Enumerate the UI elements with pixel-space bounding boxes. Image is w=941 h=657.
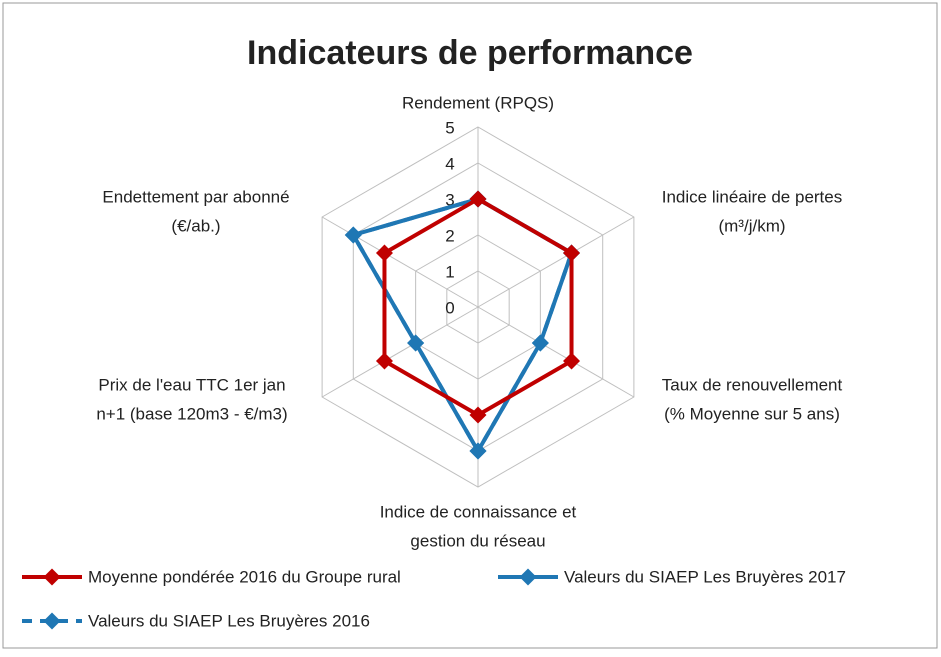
r-tick-label: 4 bbox=[445, 154, 454, 173]
axis-label: Indice de connaissance et bbox=[380, 502, 577, 521]
chart-frame bbox=[2, 2, 938, 649]
spoke bbox=[321, 306, 479, 398]
axis-label: gestion du réseau bbox=[410, 531, 545, 550]
axis-label: Rendement (RPQS) bbox=[402, 93, 554, 112]
marker bbox=[563, 352, 581, 370]
spoke bbox=[477, 306, 635, 398]
legend-marker bbox=[43, 568, 61, 586]
r-tick-label: 3 bbox=[445, 190, 454, 209]
legend-marker bbox=[43, 612, 61, 630]
legend-marker bbox=[519, 568, 537, 586]
r-tick-label: 2 bbox=[445, 226, 454, 245]
legend-label: Moyenne pondérée 2016 du Groupe rural bbox=[88, 567, 401, 586]
axis-label: Endettement par abonné bbox=[102, 187, 289, 206]
marker bbox=[531, 334, 549, 352]
axis-label: n+1 (base 120m3 - €/m3) bbox=[96, 404, 287, 423]
marker bbox=[469, 442, 487, 460]
axis-label: Taux de renouvellement bbox=[662, 375, 843, 394]
axis-label: (m³/j/km) bbox=[718, 216, 785, 235]
marker bbox=[469, 190, 487, 208]
marker bbox=[344, 226, 362, 244]
r-tick-label: 5 bbox=[445, 118, 454, 137]
spoke bbox=[477, 216, 635, 308]
legend-label: Valeurs du SIAEP Les Bruyères 2016 bbox=[88, 611, 370, 630]
chart-title: Indicateurs de performance bbox=[247, 34, 693, 72]
marker bbox=[469, 406, 487, 424]
marker bbox=[375, 352, 393, 370]
r-tick-label: 1 bbox=[445, 262, 454, 281]
r-tick-label: 0 bbox=[445, 298, 454, 317]
axis-label: Prix de l'eau TTC 1er jan bbox=[98, 375, 285, 394]
marker bbox=[407, 334, 425, 352]
axis-label: (% Moyenne sur 5 ans) bbox=[664, 404, 840, 423]
legend-label: Valeurs du SIAEP Les Bruyères 2017 bbox=[564, 567, 846, 586]
axis-label: Indice linéaire de pertes bbox=[662, 187, 843, 206]
marker bbox=[375, 244, 393, 262]
axis-label: (€/ab.) bbox=[171, 216, 220, 235]
marker bbox=[563, 244, 581, 262]
